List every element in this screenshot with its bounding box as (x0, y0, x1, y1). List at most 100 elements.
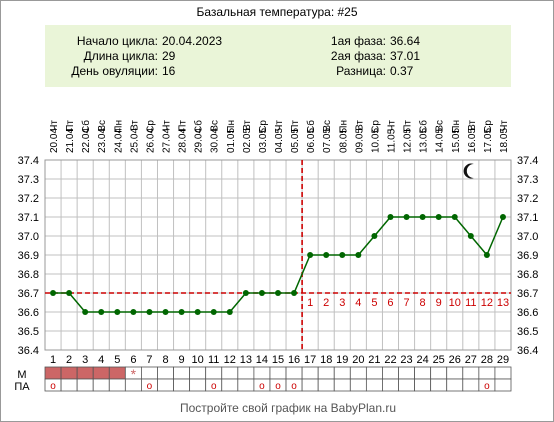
y-tick-label-right: 36.8 (517, 269, 538, 281)
menses-cell (285, 366, 303, 380)
x-day-number: 13 (240, 354, 252, 366)
x-day-number: 28 (481, 354, 493, 366)
x-weekday-label: Сб (305, 120, 317, 133)
x-weekday-label: Ср (258, 120, 269, 133)
temperature-point (451, 214, 458, 220)
x-weekday-label: Пт (65, 120, 76, 132)
pa-cell (430, 378, 448, 392)
x-date-label: 06.05 (306, 128, 317, 153)
pa-cell (382, 378, 399, 392)
x-weekday-label: Сб (80, 120, 92, 133)
y-tick-label-right: 36.6 (517, 307, 538, 319)
phase2-day-number: 10 (449, 297, 461, 309)
pa-cell (333, 378, 351, 392)
x-date-label: 26.04 (145, 128, 156, 153)
y-tick-label-right: 36.7 (517, 288, 538, 300)
phase2-day-number: 2 (323, 297, 329, 309)
x-day-number: 8 (162, 354, 168, 366)
y-tick-label-right: 37.3 (517, 174, 538, 186)
menses-cell (44, 366, 62, 380)
menses-cell (108, 366, 126, 380)
y-tick-label-right: 37.4 (517, 155, 538, 167)
x-date-label: 22.04 (81, 128, 92, 153)
menses-cell (60, 366, 78, 380)
temperature-point (435, 214, 442, 220)
y-tick-label-left: 37.1 (18, 212, 39, 224)
pa-cell (237, 378, 255, 392)
phase2-day-number: 9 (436, 297, 442, 309)
menses-cell (301, 366, 319, 380)
x-date-label: 10.05 (370, 128, 381, 153)
pa-marker: o (50, 381, 56, 392)
y-tick-label-right: 36.9 (517, 250, 538, 262)
y-tick-label-left: 37.2 (18, 193, 39, 205)
phase2-day-number: 7 (403, 297, 409, 309)
x-day-number: 19 (336, 354, 348, 366)
menses-cell (317, 366, 335, 380)
temperature-point (387, 214, 394, 220)
x-day-number: 2 (66, 354, 72, 366)
x-day-number: 17 (304, 354, 316, 366)
x-weekday-label: Вт (129, 120, 140, 131)
pa-row-label: ПА (14, 381, 30, 393)
x-date-label: 07.05 (322, 128, 333, 153)
pa-cell (221, 378, 239, 392)
x-day-number: 5 (114, 354, 120, 366)
pa-cell (157, 378, 174, 392)
y-tick-label-left: 36.4 (18, 345, 39, 357)
menses-cell (221, 366, 239, 380)
phase2-day-number: 3 (339, 297, 345, 309)
temperature-point (194, 309, 201, 315)
x-date-label: 20.04 (49, 128, 60, 153)
phase2-day-number: 11 (465, 297, 476, 309)
info-panel (45, 25, 511, 87)
info-value: 36.64 (390, 34, 420, 48)
menses-marker: * (131, 366, 137, 382)
x-date-label: 18.05 (499, 128, 510, 153)
x-date-label: 23.04 (97, 128, 108, 153)
menses-cell (173, 366, 191, 380)
y-tick-label-right: 37.0 (517, 231, 538, 243)
footer-link[interactable]: Постройте свой график на BabyPlan.ru (180, 401, 396, 415)
x-date-label: 12.05 (403, 128, 414, 153)
pa-marker: o (484, 381, 490, 392)
temperature-point (66, 290, 73, 296)
x-date-label: 25.04 (129, 128, 140, 153)
x-date-label: 02.05 (242, 128, 253, 153)
temperature-point (355, 252, 362, 258)
x-date-label: 03.05 (258, 128, 269, 153)
menses-cell (349, 366, 367, 380)
menses-cell (398, 366, 415, 380)
temperature-point (499, 214, 506, 220)
info-value: 16 (162, 64, 176, 78)
temperature-point (403, 214, 410, 220)
x-weekday-label: Вс (97, 120, 108, 132)
temperature-point (339, 252, 346, 258)
pa-cell (494, 378, 512, 392)
y-tick-label-right: 37.1 (517, 212, 538, 224)
x-day-number: 26 (449, 354, 461, 366)
x-weekday-label: Чт (274, 120, 285, 132)
x-weekday-label: Вс (322, 120, 333, 132)
info-value: 20.04.2023 (162, 34, 222, 48)
temperature-point (130, 309, 137, 315)
menses-cell (494, 366, 512, 380)
x-date-label: 17.05 (483, 128, 494, 153)
info-label: День овуляции: (71, 64, 158, 78)
x-day-number: 18 (320, 354, 332, 366)
x-day-number: 29 (497, 354, 509, 366)
temperature-point (226, 309, 233, 315)
x-weekday-label: Вт (354, 120, 365, 131)
y-tick-label-left: 37.4 (18, 155, 39, 167)
y-tick-label-left: 37.3 (18, 174, 39, 186)
x-date-label: 05.05 (290, 128, 301, 153)
x-day-number: 22 (384, 354, 396, 366)
menses-row-label: М (17, 369, 26, 381)
y-tick-label-left: 36.6 (18, 307, 39, 319)
menses-cell (333, 366, 351, 380)
x-weekday-label: Чт (386, 120, 397, 132)
temperature-point (467, 233, 474, 239)
menses-cell (365, 366, 383, 380)
menses-cell (382, 366, 399, 380)
